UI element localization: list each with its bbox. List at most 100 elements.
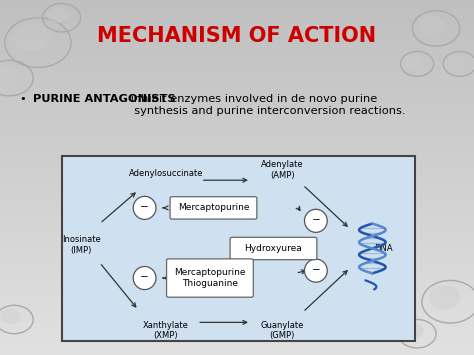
Bar [0,76,474,78]
Bar [0,62,474,64]
Bar [0,341,474,343]
Bar [0,233,474,234]
Bar [0,21,474,23]
Bar [0,46,474,48]
Circle shape [403,323,424,339]
Bar [0,130,474,131]
Bar [0,220,474,222]
Bar [0,293,474,295]
Bar [0,314,474,316]
Bar [0,282,474,284]
Bar [0,89,474,91]
Bar [0,231,474,233]
Bar [0,330,474,332]
Bar [0,192,474,193]
Bar [0,135,474,137]
Bar [0,222,474,224]
Text: DNA: DNA [374,244,392,253]
Bar [0,50,474,51]
Bar [0,44,474,46]
FancyBboxPatch shape [230,237,317,260]
Bar [0,163,474,165]
FancyBboxPatch shape [62,156,415,341]
Bar [0,117,474,119]
Bar [0,23,474,25]
Bar [0,350,474,351]
Bar [0,4,474,5]
Bar [0,266,474,268]
Bar [0,325,474,327]
Bar [0,169,474,170]
Circle shape [447,55,465,68]
Bar [0,138,474,140]
Bar [0,309,474,311]
Bar [0,67,474,69]
Bar [0,343,474,344]
Bar [0,140,474,142]
Bar [0,259,474,261]
Bar [0,11,474,12]
Bar [0,277,474,279]
Bar [0,60,474,62]
Bar [0,234,474,236]
Bar [0,170,474,172]
Bar [0,248,474,250]
Bar [0,176,474,178]
Bar [0,316,474,318]
Bar [0,156,474,158]
Bar [0,98,474,99]
Circle shape [418,15,445,34]
Bar [0,229,474,231]
Bar [0,37,474,39]
Bar [0,353,474,355]
Bar [0,179,474,181]
Bar [0,115,474,117]
Bar [0,289,474,291]
Text: Adenylosuccinate: Adenylosuccinate [128,169,203,178]
Circle shape [405,55,423,68]
Text: Hydroxyurea: Hydroxyurea [245,244,302,253]
Bar [0,55,474,57]
Bar [0,73,474,75]
Text: Mercaptopurine
Thioguanine: Mercaptopurine Thioguanine [174,268,246,288]
Bar [0,339,474,341]
Bar [0,5,474,7]
Bar [0,208,474,209]
Bar [0,27,474,28]
Bar [0,36,474,37]
Bar [0,85,474,87]
Bar [0,154,474,156]
Bar [0,344,474,346]
Bar [0,215,474,217]
Bar [0,28,474,30]
Bar [0,346,474,348]
Bar [0,178,474,179]
Bar [0,128,474,130]
Bar [0,101,474,103]
Bar [0,318,474,320]
Bar [0,18,474,20]
Bar [0,32,474,34]
Bar [0,332,474,334]
Bar [0,238,474,240]
Bar [0,247,474,248]
Text: −: − [311,264,320,274]
Bar [0,272,474,273]
Bar [0,57,474,59]
Bar [0,186,474,188]
Bar [0,105,474,106]
Bar [0,69,474,71]
Bar [0,298,474,300]
FancyBboxPatch shape [166,259,253,297]
Bar [0,312,474,314]
Bar [0,280,474,282]
Bar [0,7,474,9]
Bar [0,14,474,16]
Bar [0,201,474,202]
Bar [0,0,474,2]
Bar [0,197,474,199]
Bar [0,172,474,174]
Bar [0,261,474,263]
Bar [0,160,474,162]
Bar [0,217,474,218]
